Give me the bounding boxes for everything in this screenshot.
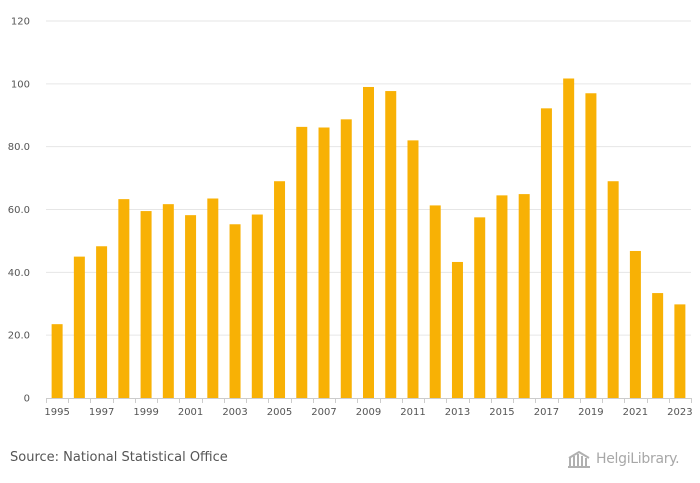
y-tick-label: 40.0 (8, 268, 30, 279)
x-tick-label: 2015 (489, 407, 514, 418)
bar-2022[interactable] (652, 293, 664, 398)
bar-chart: 0 20.0 40.0 60.0 80.0 100 120 1995 1997 1999 2001… (8, 17, 693, 419)
bar-2010[interactable] (385, 91, 397, 398)
bar-2005[interactable] (274, 181, 286, 398)
bar-2013[interactable] (451, 261, 463, 398)
bar-2006[interactable] (296, 126, 308, 398)
x-tick-label: 2019 (578, 407, 603, 418)
logo-text: HelgiLibrary. (596, 451, 680, 467)
x-tick-label: 2011 (400, 407, 425, 418)
x-axis (46, 398, 692, 403)
x-axis-tick-labels: 1995 1997 1999 2001 2003 2005 2007 2009 2011 2013… (44, 407, 692, 418)
x-tick-label: 2017 (534, 407, 559, 418)
x-tick-label: 2009 (356, 407, 381, 418)
bar-2018[interactable] (563, 78, 575, 399)
y-tick-label: 100 (11, 79, 30, 90)
x-tick-label: 2001 (178, 407, 203, 418)
bar-1999[interactable] (140, 211, 152, 398)
bar-1997[interactable] (96, 246, 108, 398)
bar-2011[interactable] (407, 140, 419, 398)
bar-2021[interactable] (629, 250, 641, 398)
x-tick-label: 1997 (89, 407, 114, 418)
y-axis-tick-labels: 0 20.0 40.0 60.0 80.0 100 120 (8, 17, 30, 405)
bar-2007[interactable] (318, 127, 330, 398)
y-tick-label: 0 (24, 394, 30, 405)
x-tick-label: 1995 (44, 407, 69, 418)
y-tick-label: 20.0 (8, 331, 30, 342)
bar-2016[interactable] (518, 194, 530, 398)
bar-2000[interactable] (162, 204, 174, 398)
bar-2003[interactable] (229, 224, 241, 398)
bar-2023[interactable] (674, 304, 686, 398)
x-tick-label: 2007 (311, 407, 336, 418)
x-tick-label: 2005 (267, 407, 292, 418)
bar-2004[interactable] (251, 214, 263, 398)
bars (51, 78, 686, 399)
x-tick-label: 1999 (133, 407, 158, 418)
bar-1998[interactable] (118, 199, 130, 398)
y-tick-label: 60.0 (8, 205, 30, 216)
y-tick-label: 80.0 (8, 142, 30, 153)
bar-2019[interactable] (585, 93, 597, 398)
helgi-library-logo: HelgiLibrary. (566, 446, 680, 472)
y-tick-label: 120 (11, 17, 30, 28)
bar-2008[interactable] (340, 119, 352, 398)
bar-1996[interactable] (73, 256, 85, 398)
bar-1995[interactable] (51, 324, 63, 398)
bar-2001[interactable] (185, 215, 197, 398)
library-building-icon (568, 450, 590, 468)
bar-2012[interactable] (429, 205, 441, 398)
x-tick-label: 2023 (667, 407, 692, 418)
x-tick-label: 2021 (623, 407, 648, 418)
bar-2009[interactable] (363, 86, 374, 398)
x-tick-label: 2003 (222, 407, 247, 418)
bar-2020[interactable] (607, 181, 619, 398)
x-tick-label: 2013 (445, 407, 470, 418)
bar-2017[interactable] (540, 108, 552, 399)
bar-2014[interactable] (474, 217, 486, 398)
bar-2002[interactable] (207, 198, 219, 398)
source-note: Source: National Statistical Office (10, 450, 228, 465)
bar-2015[interactable] (496, 195, 508, 398)
